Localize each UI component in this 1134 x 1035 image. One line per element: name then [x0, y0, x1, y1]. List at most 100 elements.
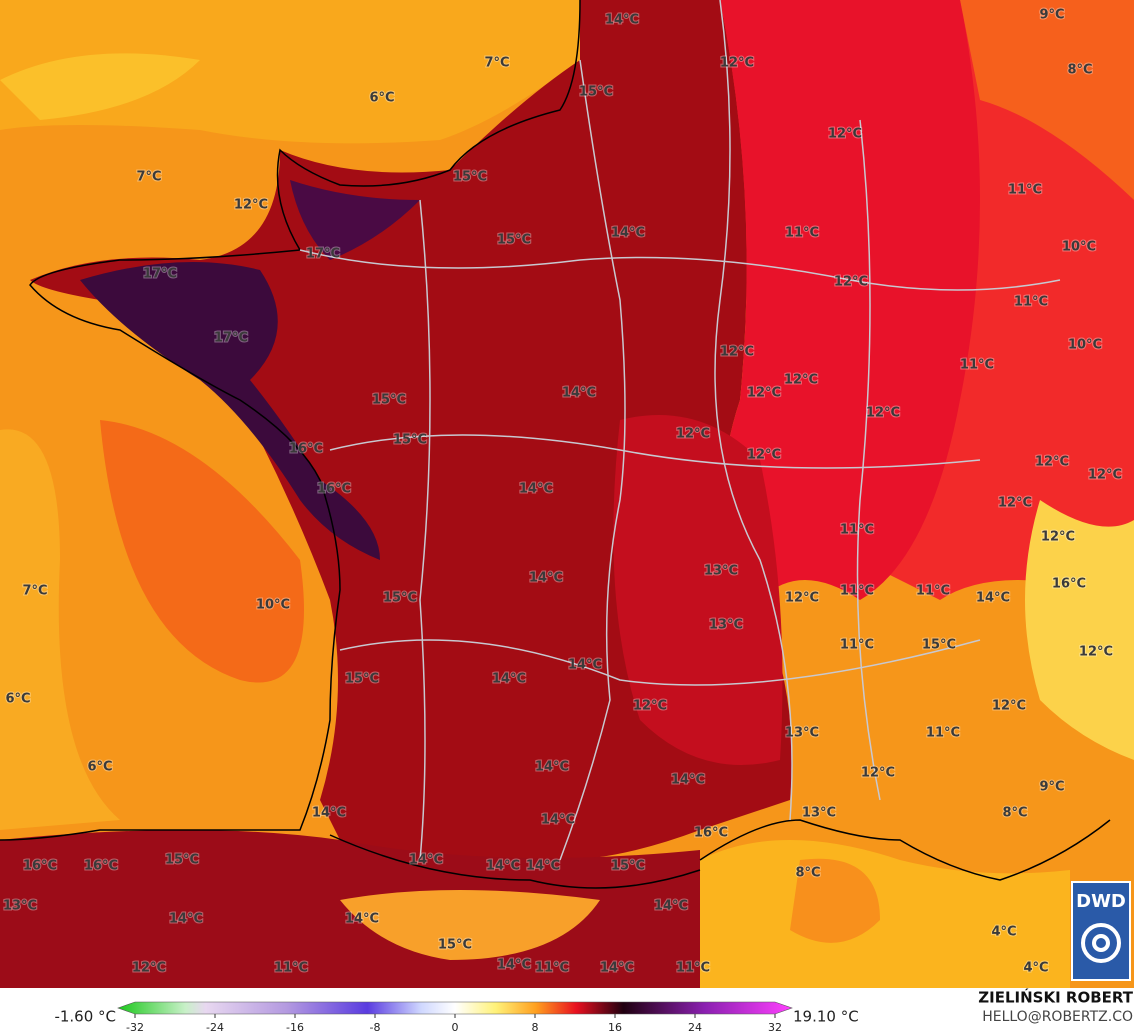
- temperature-label: 9°C: [1039, 780, 1064, 795]
- temperature-label: 12°C: [834, 275, 868, 290]
- colorbar-tick-label: 16: [608, 1021, 622, 1034]
- temperature-label: 14°C: [492, 672, 526, 687]
- temperature-label: 12°C: [633, 699, 667, 714]
- logo-text: DWD: [1076, 891, 1126, 912]
- temperature-label: 15°C: [453, 170, 487, 185]
- max-label: 19.10 °C: [793, 1008, 859, 1026]
- temperature-label: 12°C: [784, 373, 818, 388]
- temperature-label: 17°C: [306, 247, 340, 262]
- temperature-label: 13°C: [3, 899, 37, 914]
- temperature-label: 6°C: [87, 760, 112, 775]
- temperature-label: 13°C: [785, 726, 819, 741]
- temperature-label: 12°C: [1079, 645, 1113, 660]
- temperature-label: 12°C: [747, 448, 781, 463]
- author: ZIELIŃSKI ROBERT: [978, 988, 1133, 1007]
- temperature-label: 11°C: [960, 358, 994, 373]
- colorbar-tick-label: -8: [370, 1021, 381, 1034]
- temperature-label: 11°C: [676, 961, 710, 976]
- temperature-label: 12°C: [132, 961, 166, 976]
- logo-box: [1071, 881, 1131, 981]
- temperature-label: 12°C: [747, 386, 781, 401]
- temperature-label: 15°C: [345, 672, 379, 687]
- temperature-label: 14°C: [345, 912, 379, 927]
- temperature-label: 11°C: [916, 584, 950, 599]
- temperature-label: 16°C: [1052, 577, 1086, 592]
- temperature-label: 13°C: [802, 806, 836, 821]
- temperature-label: 15°C: [438, 938, 472, 953]
- temperature-label: 10°C: [1068, 338, 1102, 353]
- temperature-label: 14°C: [535, 760, 569, 775]
- temperature-label: 11°C: [1008, 183, 1042, 198]
- temperature-label: 13°C: [709, 618, 743, 633]
- temperature-label: 14°C: [654, 899, 688, 914]
- temperature-label: 12°C: [866, 406, 900, 421]
- temperature-label: 12°C: [676, 427, 710, 442]
- temperature-label: 14°C: [529, 571, 563, 586]
- temperature-label: 12°C: [234, 198, 268, 213]
- temperature-label: 14°C: [600, 961, 634, 976]
- temperature-label: 9°C: [1039, 8, 1064, 23]
- colorbar-tick-label: -24: [206, 1021, 224, 1034]
- temperature-label: 12°C: [828, 127, 862, 142]
- temperature-label: 6°C: [369, 91, 394, 106]
- temperature-label: 14°C: [562, 386, 596, 401]
- temperature-label: 11°C: [840, 584, 874, 599]
- temperature-label: 15°C: [497, 233, 531, 248]
- temperature-label: 15°C: [393, 433, 427, 448]
- temperature-label: 14°C: [312, 806, 346, 821]
- temperature-label: 15°C: [922, 638, 956, 653]
- colorbar-tick-label: -16: [286, 1021, 304, 1034]
- temperature-label: 8°C: [795, 866, 820, 881]
- temperature-label: 17°C: [214, 331, 248, 346]
- temperature-label: 13°C: [704, 564, 738, 579]
- temperature-label: 15°C: [611, 859, 645, 874]
- colorbar-ramp: [117, 1001, 793, 1015]
- temperature-label: 11°C: [840, 523, 874, 538]
- temperature-label: 14°C: [541, 813, 575, 828]
- temperature-label: 14°C: [568, 658, 602, 673]
- temperature-label: 14°C: [671, 773, 705, 788]
- temperature-labels: 14°C 9°C 7°C 12°C 8°C 6°C 15°C 12°C 7°C 15°C 11°C 1…: [2, 7, 1123, 977]
- temperature-label: 8°C: [1067, 63, 1092, 78]
- temperature-label: 14°C: [526, 859, 560, 874]
- temperature-label: 12°C: [992, 699, 1026, 714]
- temperature-label: 12°C: [861, 766, 895, 781]
- logo-swirl: [1081, 923, 1121, 963]
- temperature-label: 16°C: [289, 442, 323, 457]
- temperature-label: 16°C: [317, 482, 351, 497]
- temperature-label: 7°C: [22, 584, 47, 599]
- temperature-label: 14°C: [409, 853, 443, 868]
- temperature-label: 11°C: [274, 961, 308, 976]
- temperature-label: 14°C: [486, 859, 520, 874]
- colorbar-tick-label: 24: [688, 1021, 702, 1034]
- colorbar-tick-label: 0: [452, 1021, 459, 1034]
- min-label: -1.60 °C: [54, 1008, 116, 1026]
- temperature-label: 11°C: [926, 726, 960, 741]
- temperature-label: 14°C: [497, 958, 531, 973]
- temperature-label: 14°C: [169, 912, 203, 927]
- temperature-label: 14°C: [605, 13, 639, 28]
- temperature-label: 11°C: [785, 226, 819, 241]
- temperature-label: 8°C: [1002, 806, 1027, 821]
- temperature-label: 4°C: [1023, 961, 1048, 976]
- colorbar: -32 -24 -16 -8 0 8 16 24 32: [117, 1001, 793, 1034]
- temperature-label: 7°C: [484, 56, 509, 71]
- contact: HELLO@ROBERTZ.CO: [982, 1009, 1133, 1025]
- colorbar-tick-label: 8: [532, 1021, 539, 1034]
- temperature-label: 16°C: [694, 826, 728, 841]
- temperature-label: 14°C: [611, 226, 645, 241]
- temperature-label: 12°C: [1088, 468, 1122, 483]
- temperature-label: 7°C: [136, 170, 161, 185]
- temperature-label: 12°C: [785, 591, 819, 606]
- temperature-label: 4°C: [991, 925, 1016, 940]
- temperature-label: 12°C: [720, 345, 754, 360]
- temperature-label: 15°C: [579, 85, 613, 100]
- temperature-label: 11°C: [535, 961, 569, 976]
- temperature-label: 6°C: [5, 692, 30, 707]
- logo-swirl: [1092, 934, 1110, 952]
- temperature-label: 14°C: [519, 482, 553, 497]
- temperature-label: 15°C: [372, 393, 406, 408]
- colorbar-tick-label: 32: [768, 1021, 782, 1034]
- temperature-label: 16°C: [23, 859, 57, 874]
